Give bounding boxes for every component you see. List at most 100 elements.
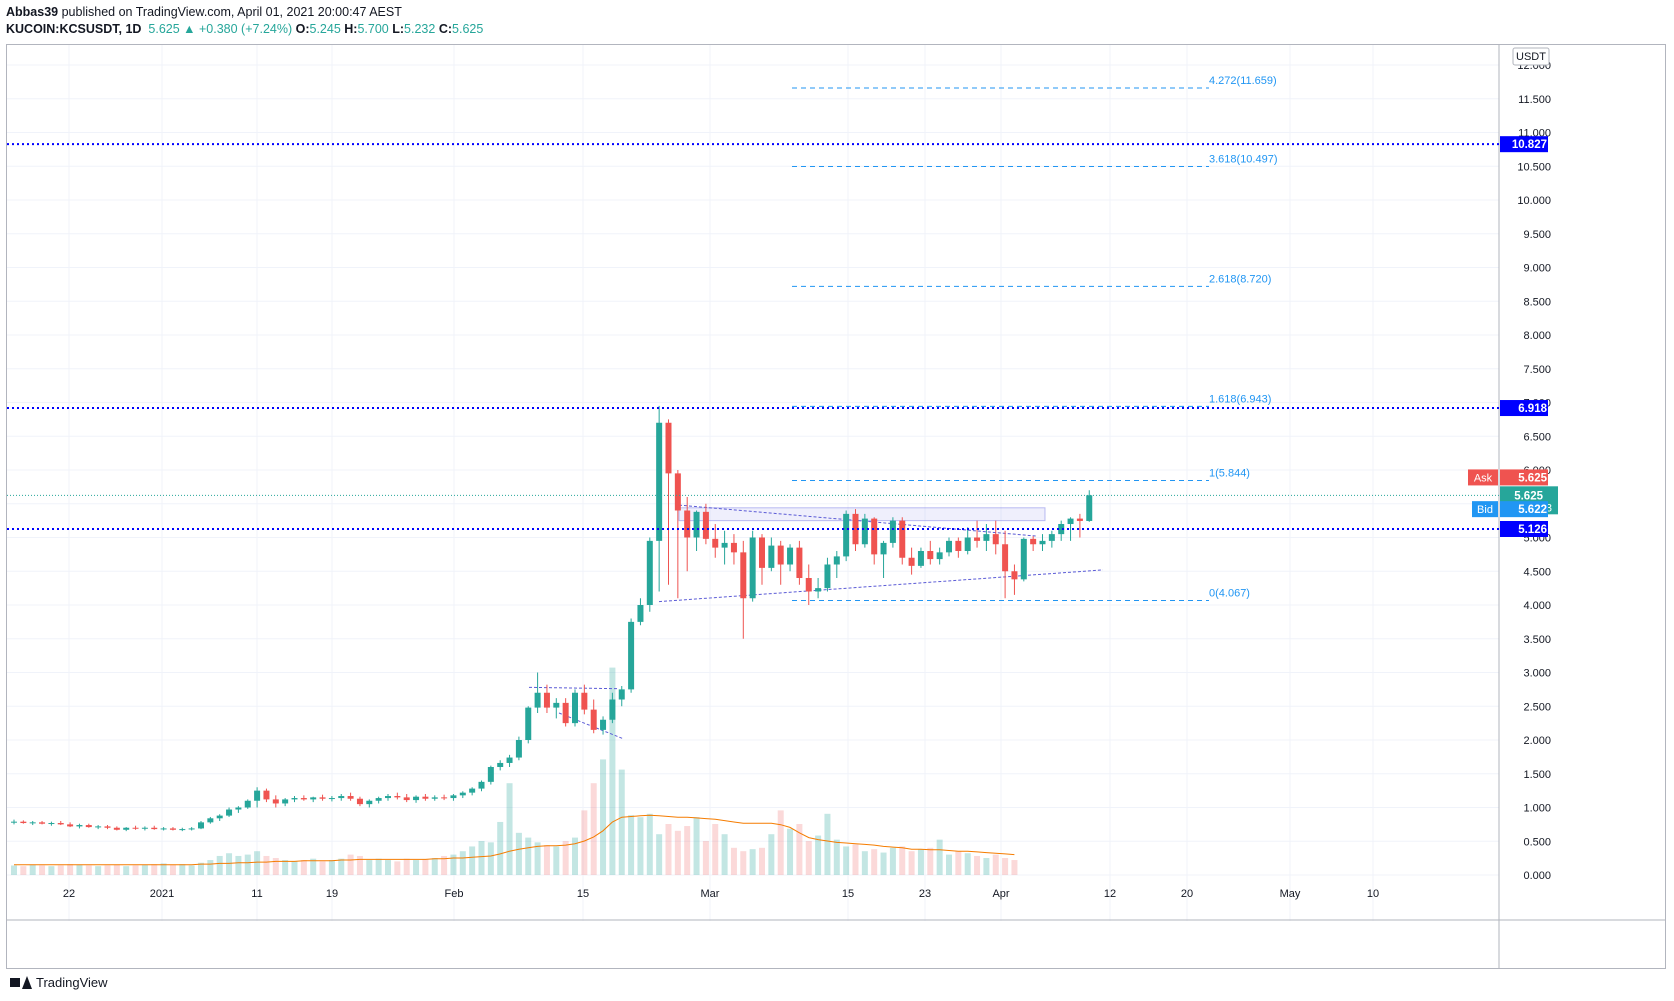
volume-bar (282, 860, 289, 875)
y-tick-label: 10.500 (1517, 161, 1551, 173)
volume-bar (450, 854, 457, 875)
low-label: L: (392, 22, 405, 36)
volume-bar (646, 813, 653, 875)
candle-body (141, 827, 148, 829)
x-tick-label: Feb (445, 888, 464, 900)
high-label: H: (344, 22, 358, 36)
brand-name: TradingView (36, 975, 108, 990)
candle-body (974, 537, 981, 541)
candle-body (871, 518, 878, 555)
volume-bar (413, 860, 420, 875)
volume-bar (11, 865, 17, 875)
volume-bar (132, 865, 139, 875)
y-tick-label: 2.500 (1523, 701, 1551, 713)
volume-bar (628, 815, 635, 875)
candle-body (366, 800, 373, 805)
candle-body (553, 702, 560, 708)
volume-bar (852, 844, 859, 875)
volume-bar (843, 846, 850, 875)
volume-bar (871, 849, 878, 875)
volume-bar (497, 821, 504, 875)
candle-body (67, 824, 74, 827)
volume-bar (506, 783, 513, 875)
price-change: ▲ +0.380 (+7.24%) (183, 22, 293, 36)
volume-bar (57, 865, 64, 875)
volume-bar (1002, 858, 1009, 875)
bid-price: 5.622 (1518, 504, 1547, 516)
volume-bar (300, 860, 307, 875)
volume-bar (113, 864, 120, 875)
candle-body (964, 537, 971, 551)
volume-bar (29, 864, 36, 875)
fib-level-label: 3.618(10.497) (1209, 153, 1278, 165)
volume-bar (553, 846, 560, 875)
candle-body (637, 605, 644, 622)
y-tick-label: 3.500 (1523, 634, 1551, 646)
volume-bar (39, 865, 46, 875)
volume-bar (543, 845, 550, 875)
volume-bar (693, 817, 700, 875)
candle-body (581, 692, 588, 710)
volume-bar (104, 865, 111, 875)
volume-bar (899, 846, 906, 875)
volume-bar (235, 855, 242, 875)
candle-body (422, 796, 429, 799)
close-value: 5.625 (452, 22, 484, 36)
candle-body (889, 520, 896, 543)
candle-body (899, 520, 906, 558)
x-tick-label: May (1280, 888, 1301, 900)
bid-label-tag (1472, 501, 1498, 518)
candle-body (160, 828, 167, 830)
volume-bar (422, 859, 429, 875)
fib-level-label: 1.618(6.943) (1209, 393, 1271, 405)
candle-body (572, 692, 578, 724)
candle-body (375, 798, 382, 801)
y-tick-label: 6.500 (1523, 431, 1551, 443)
candle-body (254, 790, 261, 801)
flag-upper-line (528, 686, 620, 690)
x-tick-label: 12 (1104, 888, 1116, 900)
candle-body (57, 823, 64, 825)
x-tick-label: Mar (701, 888, 720, 900)
volume-bar (946, 854, 952, 875)
candle-body (674, 473, 681, 511)
volume-bar (665, 824, 672, 875)
price-chart[interactable]: 0.000 0.500 1.000 1.500 2.000 2.500 3.000 3.500… (7, 45, 1665, 968)
candle-body (880, 542, 887, 555)
candle-body (590, 709, 597, 730)
candle-body (609, 699, 616, 720)
y-tick-label: 4.500 (1523, 566, 1551, 578)
candle-body (29, 822, 36, 824)
volume-bar (534, 842, 541, 875)
candle-body (730, 542, 737, 553)
y-tick-label: 10.000 (1517, 195, 1551, 207)
volume-bar (403, 858, 410, 875)
x-tick-label: 19 (326, 888, 338, 900)
candle-body (469, 788, 476, 793)
candle-body (824, 564, 831, 589)
candle-body (656, 422, 663, 541)
x-tick-label: 15 (842, 888, 854, 900)
volume-bar (347, 854, 354, 875)
candle-body (833, 556, 840, 565)
volume-bar (469, 846, 476, 875)
candle-body (113, 827, 120, 830)
candle-body (282, 799, 289, 804)
volume-bar (123, 866, 130, 875)
candle-body (787, 547, 794, 565)
candle-body (665, 422, 672, 474)
candle-body (525, 707, 532, 740)
volume-bar (160, 863, 167, 875)
chart-frame[interactable]: 0.000 0.500 1.000 1.500 2.000 2.500 3.000 3.500… (6, 44, 1666, 969)
author-name[interactable]: Abbas39 (6, 5, 59, 19)
open-value: 5.245 (309, 22, 341, 36)
volume-bar (394, 861, 401, 875)
x-tick-label: 22 (63, 888, 75, 900)
symbol-name[interactable]: KUCOIN:KCSUSDT, 1D (6, 22, 142, 36)
candle-body (413, 796, 420, 801)
currency-badge (1512, 47, 1550, 66)
candle-body (356, 798, 363, 805)
volume-bar (702, 841, 709, 875)
candle-body (39, 822, 46, 824)
close-label: C: (438, 22, 453, 36)
